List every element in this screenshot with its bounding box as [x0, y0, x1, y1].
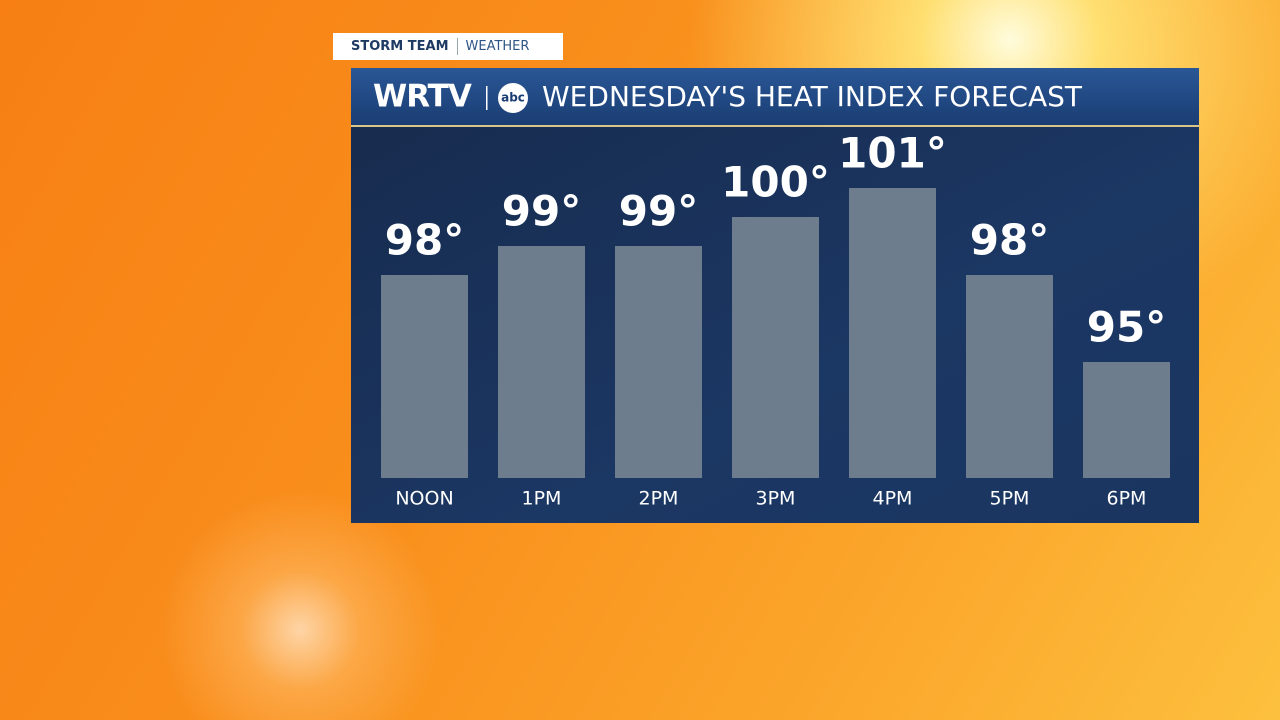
bar [615, 246, 702, 478]
logo-separator [486, 86, 488, 110]
bar [498, 246, 585, 478]
value-label: 95° [1087, 303, 1166, 352]
value-label: 98° [385, 216, 464, 265]
bar [732, 217, 819, 478]
x-tick-label: NOON [395, 488, 453, 510]
section-label: WEATHER [465, 39, 530, 54]
value-label: 100° [721, 158, 830, 207]
network-logo: abc [501, 91, 525, 105]
x-tick-label: 2PM [639, 488, 679, 510]
brand-tag: STORM TEAM WEATHER [333, 33, 563, 60]
team-label: STORM TEAM [351, 39, 449, 54]
value-label: 99° [619, 187, 698, 236]
x-tick-label: 3PM [756, 488, 796, 510]
x-tick-label: 6PM [1107, 488, 1147, 510]
separator [456, 38, 458, 55]
network-logo-bg [498, 83, 528, 113]
value-label: 101° [838, 129, 947, 178]
header-rule [351, 125, 1199, 127]
bar [966, 275, 1053, 478]
header-band [351, 68, 1199, 125]
station-logo: WRTV [373, 79, 472, 115]
chart-title: WEDNESDAY'S HEAT INDEX FORECAST [542, 80, 1083, 113]
x-tick-label: 4PM [873, 488, 913, 510]
bar [381, 275, 468, 478]
value-label: 99° [502, 187, 581, 236]
bar [849, 188, 936, 478]
bar [1083, 362, 1170, 478]
x-tick-label: 1PM [522, 488, 562, 510]
x-tick-label: 5PM [990, 488, 1030, 510]
value-label: 98° [970, 216, 1049, 265]
